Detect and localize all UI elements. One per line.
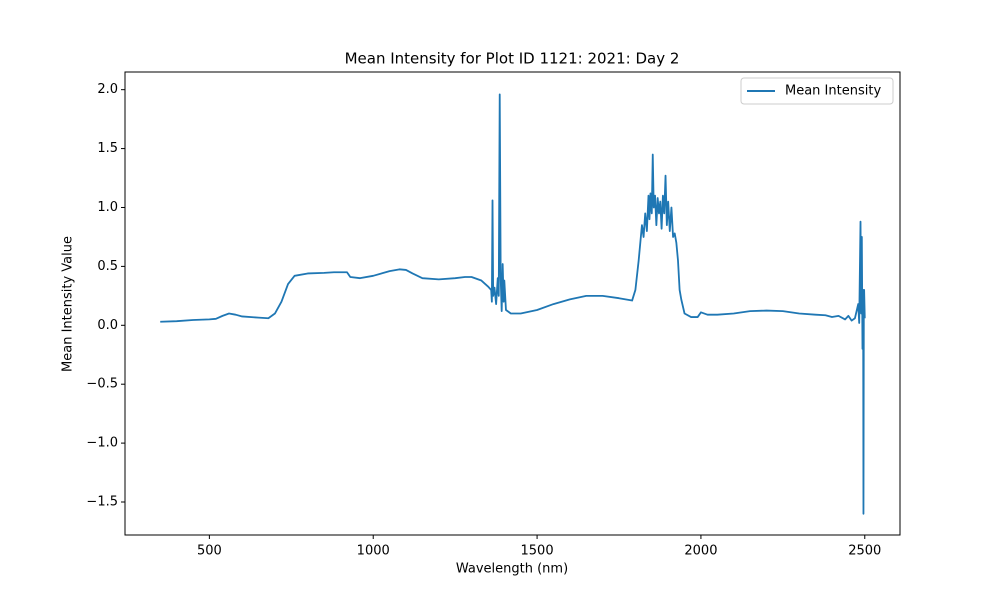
- y-tick-label: −0.5: [86, 377, 118, 392]
- x-tick-label: 1500: [521, 544, 554, 559]
- y-tick-label: 0.0: [97, 318, 118, 333]
- x-axis-label: Wavelength (nm): [456, 562, 568, 577]
- y-tick-label: 0.5: [97, 259, 118, 274]
- x-tick-label: 500: [197, 544, 222, 559]
- x-tick-label: 2500: [848, 544, 881, 559]
- plot-frame: [124, 71, 901, 536]
- y-tick-label: −1.5: [86, 495, 118, 510]
- x-tick-label: 2000: [684, 544, 717, 559]
- chart-title: Mean Intensity for Plot ID 1121: 2021: D…: [345, 50, 680, 68]
- y-tick-label: 1.5: [97, 141, 118, 156]
- x-tick-label: 1000: [357, 544, 390, 559]
- legend-box: [740, 77, 894, 105]
- legend-label: Mean Intensity: [785, 84, 881, 99]
- y-tick-label: 2.0: [97, 82, 118, 97]
- y-tick-label: 1.0: [97, 200, 118, 215]
- y-tick-label: −1.0: [86, 436, 118, 451]
- data-line: [160, 93, 866, 515]
- y-axis-label: Mean Intensity Value: [61, 236, 76, 372]
